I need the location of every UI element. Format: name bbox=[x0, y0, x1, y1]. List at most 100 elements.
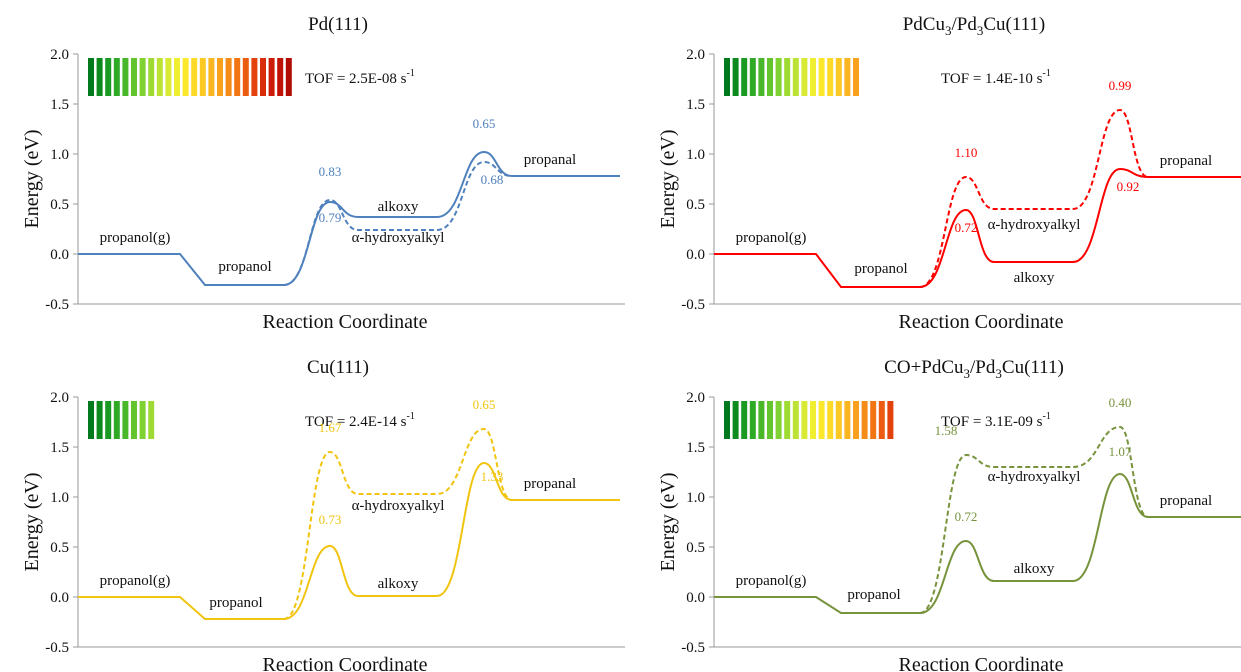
tof-gradient-bar bbox=[784, 401, 791, 439]
tof-gradient-bar bbox=[88, 58, 94, 96]
y-tick-label: 1.0 bbox=[686, 490, 705, 506]
barrier-label: 0.40 bbox=[1109, 395, 1132, 410]
tof-gradient-bar bbox=[853, 58, 859, 96]
alkoxy-pathway-line bbox=[78, 150, 620, 286]
tof-gradient-bar bbox=[225, 58, 232, 96]
title-subscript: 3 bbox=[945, 23, 952, 38]
chart-title: Cu(111) bbox=[307, 357, 369, 378]
tof-gradient-bar bbox=[853, 401, 859, 439]
tof-gradient-bar bbox=[105, 58, 112, 96]
tof-gradient-bar bbox=[818, 401, 825, 439]
y-tick-label: 1.0 bbox=[50, 490, 69, 506]
title-subscript: 3 bbox=[995, 366, 1002, 381]
tof-label: TOF = 2.5E-08 s-1 bbox=[305, 68, 415, 87]
tof-gradient-bar bbox=[792, 58, 799, 96]
state-label-alkoxy: alkoxy bbox=[378, 576, 419, 592]
tof-gradient-bar bbox=[810, 401, 816, 439]
tof-gradient-bar bbox=[139, 401, 146, 439]
tof-exponent: -1 bbox=[407, 68, 415, 79]
x-axis-title: Reaction Coordinate bbox=[263, 311, 428, 333]
hydroxyalkyl-pathway-line bbox=[919, 108, 1149, 288]
tof-gradient-bar bbox=[96, 401, 103, 439]
y-tick-label: 0.5 bbox=[686, 540, 705, 556]
barrier-label: 1.67 bbox=[319, 420, 342, 435]
hydroxyalkyl-pathway-line bbox=[919, 425, 1149, 614]
tof-label: TOF = 2.4E-14 s-1 bbox=[305, 411, 415, 430]
tof-gradient-bar bbox=[810, 58, 816, 96]
chart-title: Pd(111) bbox=[308, 14, 368, 35]
barrier-label: 0.72 bbox=[955, 509, 978, 524]
tof-gradient-bar bbox=[775, 58, 782, 96]
barrier-label: 0.65 bbox=[473, 116, 496, 131]
tof-label: TOF = 1.4E-10 s-1 bbox=[941, 68, 1051, 87]
tof-gradient-bar bbox=[792, 401, 799, 439]
state-label-hydroxyalkyl: α-hydroxyalkyl bbox=[988, 469, 1081, 485]
tof-gradient-bar bbox=[285, 58, 292, 96]
y-tick-label: 0.0 bbox=[50, 247, 69, 263]
y-tick-label: 2.0 bbox=[686, 390, 705, 406]
tof-gradient-bar bbox=[878, 401, 885, 439]
barrier-label: 1.10 bbox=[955, 145, 978, 160]
tof-gradient-bar bbox=[191, 58, 198, 96]
title-text: Cu(111) bbox=[1002, 357, 1064, 378]
x-axis-title: Reaction Coordinate bbox=[899, 654, 1064, 672]
state-label-propanol-g: propanol(g) bbox=[736, 230, 807, 246]
title-text: /Pd bbox=[951, 14, 977, 35]
tof-gradient-bar bbox=[801, 401, 808, 439]
hydroxyalkyl-pathway-line bbox=[283, 427, 513, 620]
tof-gradient-bar bbox=[208, 58, 215, 96]
tof-gradient-bar bbox=[234, 58, 241, 96]
tof-gradient-bar bbox=[724, 58, 730, 96]
tof-gradient-bar bbox=[96, 58, 103, 96]
tof-gradient-bar bbox=[870, 401, 877, 439]
tof-gradient-bar bbox=[156, 58, 163, 96]
chart-title: PdCu3/Pd3Cu(111) bbox=[903, 14, 1046, 38]
y-axis-title: Energy (eV) bbox=[21, 129, 43, 228]
tof-gradient-bar bbox=[758, 58, 765, 96]
tof-gradient-bar bbox=[741, 401, 748, 439]
tof-gradient-bar bbox=[749, 401, 756, 439]
tof-gradient-bar bbox=[242, 58, 249, 96]
y-tick-label: 0.5 bbox=[50, 540, 69, 556]
tof-gradient-bar bbox=[775, 401, 782, 439]
alkoxy-pathway-line bbox=[78, 461, 620, 620]
tof-gradient-bar bbox=[827, 58, 834, 96]
title-text: CO+PdCu bbox=[884, 357, 964, 378]
tof-gradient-bar bbox=[131, 401, 137, 439]
y-tick-label: 2.0 bbox=[50, 390, 69, 406]
tof-gradient-bar bbox=[165, 58, 172, 96]
tof-gradient-bar bbox=[724, 401, 730, 439]
tof-gradient-bar bbox=[749, 58, 756, 96]
y-axis-title: Energy (eV) bbox=[21, 472, 43, 571]
tof-gradient-bar bbox=[113, 401, 120, 439]
barrier-label: 0.99 bbox=[1109, 78, 1132, 93]
title-text: /Pd bbox=[970, 357, 996, 378]
state-label-propanol: propanol bbox=[847, 587, 900, 603]
hydroxyalkyl-pathway-line bbox=[283, 160, 513, 286]
chart-panel: Cu(111) -0.5 0.0 0.5 1.0 1.5 2.0 Energy (eV) Rea… bbox=[21, 357, 625, 672]
state-label-propanol: propanol bbox=[209, 595, 262, 611]
title-text: Pd(111) bbox=[308, 14, 368, 35]
state-label-hydroxyalkyl: α-hydroxyalkyl bbox=[352, 230, 445, 246]
x-axis-title: Reaction Coordinate bbox=[263, 654, 428, 672]
alkoxy-pathway-line bbox=[714, 472, 1241, 614]
chart-panel: PdCu3/Pd3Cu(111)-0.50.00.51.01.52.0Energ… bbox=[657, 14, 1241, 333]
y-tick-label: -0.5 bbox=[681, 297, 705, 313]
tof-label: TOF = 3.1E-09 s-1 bbox=[941, 411, 1051, 430]
tof-gradient-bar bbox=[758, 401, 765, 439]
y-axis-title: Energy (eV) bbox=[657, 129, 679, 228]
barrier-label: 1.07 bbox=[1109, 444, 1132, 459]
state-label-alkoxy: alkoxy bbox=[1014, 270, 1055, 286]
tof-gradient-bar bbox=[260, 58, 266, 96]
barrier-label: 0.79 bbox=[319, 210, 342, 225]
barrier-label: 0.73 bbox=[319, 512, 342, 527]
state-label-propanol-g: propanol(g) bbox=[100, 573, 171, 589]
tof-gradient-bar bbox=[217, 58, 223, 96]
tof-gradient-bar bbox=[818, 58, 825, 96]
tof-gradient-bar bbox=[277, 58, 284, 96]
y-tick-label: 1.5 bbox=[50, 440, 69, 456]
tof-gradient-bar bbox=[199, 58, 206, 96]
y-tick-label: 2.0 bbox=[686, 47, 705, 63]
tof-gradient-bar bbox=[887, 401, 894, 439]
